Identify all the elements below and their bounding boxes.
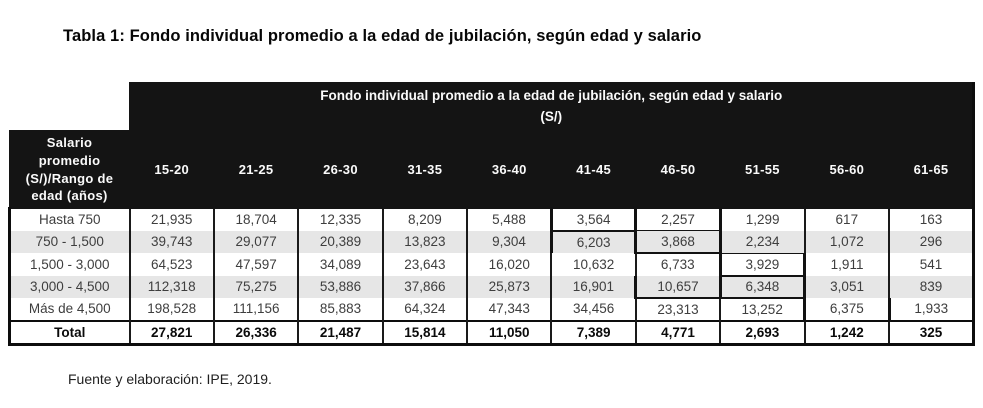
fund-table: Fondo individual promedio a la edad de j…	[8, 82, 976, 346]
table-cell-step: 6,375	[803, 298, 891, 321]
corner-header-line1: Salario	[46, 135, 93, 151]
page-title: Tabla 1: Fondo individual promedio a la …	[63, 27, 702, 45]
table-cell: 112,318	[128, 275, 215, 298]
table-cell: 2,257	[634, 208, 722, 231]
table-cell: 18,704	[212, 208, 300, 231]
corner-header-line2: promedio	[38, 152, 101, 168]
corner-header-cell: Salario promedio (S/)/Rango de edad (año…	[8, 130, 131, 209]
table-row-750-1500: 750 - 1,500 39,743 29,077 20,389 13,823 …	[8, 230, 976, 254]
table-cell: 75,275	[212, 275, 300, 298]
table-cell: 1,299	[719, 208, 806, 231]
group-header-line2: (S/)	[540, 109, 563, 124]
table-column-header-row: Salario promedio (S/)/Rango de edad (año…	[8, 130, 976, 209]
row-label-hasta-750: Hasta 750	[8, 208, 131, 231]
table-group-header-row: Fondo individual promedio a la edad de j…	[9, 82, 975, 132]
table-row-total: Total 27,821 26,336 21,487 15,814 11,050…	[8, 319, 976, 346]
table-cell: 1,911	[803, 253, 891, 276]
table-cell: 20,389	[297, 230, 384, 253]
total-cell: 11,050	[466, 319, 553, 346]
table-cell: 2,234	[719, 230, 806, 253]
total-cell: 7,389	[550, 319, 637, 346]
table-cell: 3,051	[803, 275, 891, 298]
total-cell: 26,336	[212, 319, 300, 346]
table-cell: 5,488	[466, 208, 553, 231]
table-cell-step: 3,868	[634, 230, 722, 254]
corner-header-line3: (S/)/Rango de	[25, 170, 114, 186]
row-label-mas-de-4500: Más de 4,500	[8, 298, 131, 321]
table-row-3000-4500: 3,000 - 4,500 112,318 75,275 53,886 37,8…	[8, 275, 976, 299]
table-cell: 198,528	[128, 298, 215, 321]
total-cell: 4,771	[634, 319, 722, 346]
table-cell: 25,873	[466, 275, 553, 298]
table-cell: 39,743	[128, 230, 215, 253]
table-cell: 163	[888, 208, 976, 231]
table-row-hasta-750: Hasta 750 21,935 18,704 12,335 8,209 5,4…	[8, 208, 976, 232]
table-cell-step: 6,348	[719, 275, 807, 299]
row-label-750-1500: 750 - 1,500	[8, 230, 131, 253]
table-cell: 6,203	[549, 230, 638, 253]
table-cell: 21,935	[128, 208, 215, 231]
table-cell: 34,089	[297, 253, 384, 276]
column-header-51-55: 51-55	[719, 130, 806, 209]
total-cell: 21,487	[297, 319, 384, 346]
column-header-36-40: 36-40	[466, 130, 553, 209]
table-cell: 839	[888, 275, 976, 298]
column-header-21-25: 21-25	[212, 130, 300, 209]
total-cell: 27,821	[128, 319, 215, 346]
table-cell-step: 3,564	[549, 208, 638, 232]
table-cell: 296	[888, 230, 976, 253]
table-cell: 47,597	[212, 253, 300, 276]
group-header-line1: Fondo individual promedio a la edad de j…	[320, 88, 783, 104]
corner-header-line4: edad (años)	[31, 188, 108, 204]
table-cell: 8,209	[381, 208, 469, 231]
table-row-1500-3000: 1,500 - 3,000 64,523 47,597 34,089 23,64…	[8, 252, 976, 277]
table-cell: 85,883	[297, 298, 384, 321]
table-cell: 16,901	[550, 275, 637, 298]
table-cell: 9,304	[466, 230, 553, 253]
table-cell: 23,313	[634, 298, 722, 321]
table-cell: 1,933	[888, 298, 976, 321]
table-cell: 23,643	[381, 253, 469, 276]
table-cell: 12,335	[297, 208, 384, 231]
table-cell: 6,733	[634, 253, 722, 276]
source-note: Fuente y elaboración: IPE, 2019.	[68, 371, 272, 387]
column-header-26-30: 26-30	[297, 130, 384, 209]
table-cell: 53,886	[297, 275, 384, 298]
table-cell: 10,632	[550, 253, 637, 276]
table-cell: 13,252	[719, 298, 806, 321]
table-cell: 541	[888, 253, 976, 276]
total-cell: 1,242	[803, 319, 891, 346]
table-cell: 1,072	[803, 230, 891, 253]
table-cell: 617	[803, 208, 891, 231]
table-cell-step: 10,657	[634, 275, 722, 299]
table-cell: 29,077	[212, 230, 300, 253]
table-cell: 16,020	[466, 253, 553, 276]
table-cell: 37,866	[381, 275, 469, 298]
table-cell: 64,523	[128, 253, 215, 276]
row-label-1500-3000: 1,500 - 3,000	[8, 253, 131, 276]
column-header-31-35: 31-35	[381, 130, 469, 209]
column-header-46-50: 46-50	[634, 130, 722, 209]
column-header-41-45: 41-45	[550, 130, 637, 209]
table-row-mas-de-4500: Más de 4,500 198,528 111,156 85,883 64,3…	[8, 298, 976, 321]
table-cell: 47,343	[466, 298, 553, 321]
table-cell-step: 3,929	[718, 252, 807, 277]
total-cell: 2,693	[719, 319, 806, 346]
column-header-61-65: 61-65	[888, 130, 976, 209]
table-cell: 13,823	[381, 230, 469, 253]
column-header-15-20: 15-20	[128, 130, 215, 209]
table-cell: 64,324	[381, 298, 469, 321]
total-cell: 325	[888, 319, 976, 346]
row-label-3000-4500: 3,000 - 4,500	[8, 275, 131, 298]
total-cell: 15,814	[381, 319, 469, 346]
group-header-cell: Fondo individual promedio a la edad de j…	[128, 82, 975, 132]
corner-empty-cell	[9, 83, 130, 131]
table-cell: 34,456	[550, 298, 637, 321]
row-label-total: Total	[8, 319, 131, 346]
column-header-56-60: 56-60	[803, 130, 891, 209]
table-cell: 111,156	[212, 298, 300, 321]
